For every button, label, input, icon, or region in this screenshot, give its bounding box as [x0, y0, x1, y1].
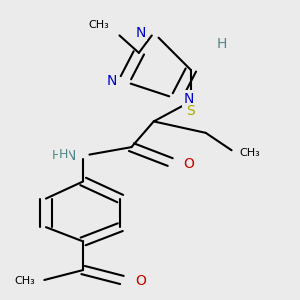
Text: H: H	[52, 149, 61, 162]
Text: N: N	[106, 74, 117, 88]
Text: CH₃: CH₃	[239, 148, 260, 158]
Text: CH₃: CH₃	[88, 20, 109, 30]
Text: CH₃: CH₃	[14, 277, 35, 286]
Text: O: O	[135, 274, 146, 289]
Text: S: S	[187, 104, 195, 118]
Text: N: N	[183, 92, 194, 106]
Text: O: O	[183, 157, 194, 171]
Text: N: N	[136, 26, 146, 40]
Text: H: H	[59, 148, 68, 161]
Text: H: H	[217, 37, 227, 51]
Text: N: N	[65, 149, 76, 163]
